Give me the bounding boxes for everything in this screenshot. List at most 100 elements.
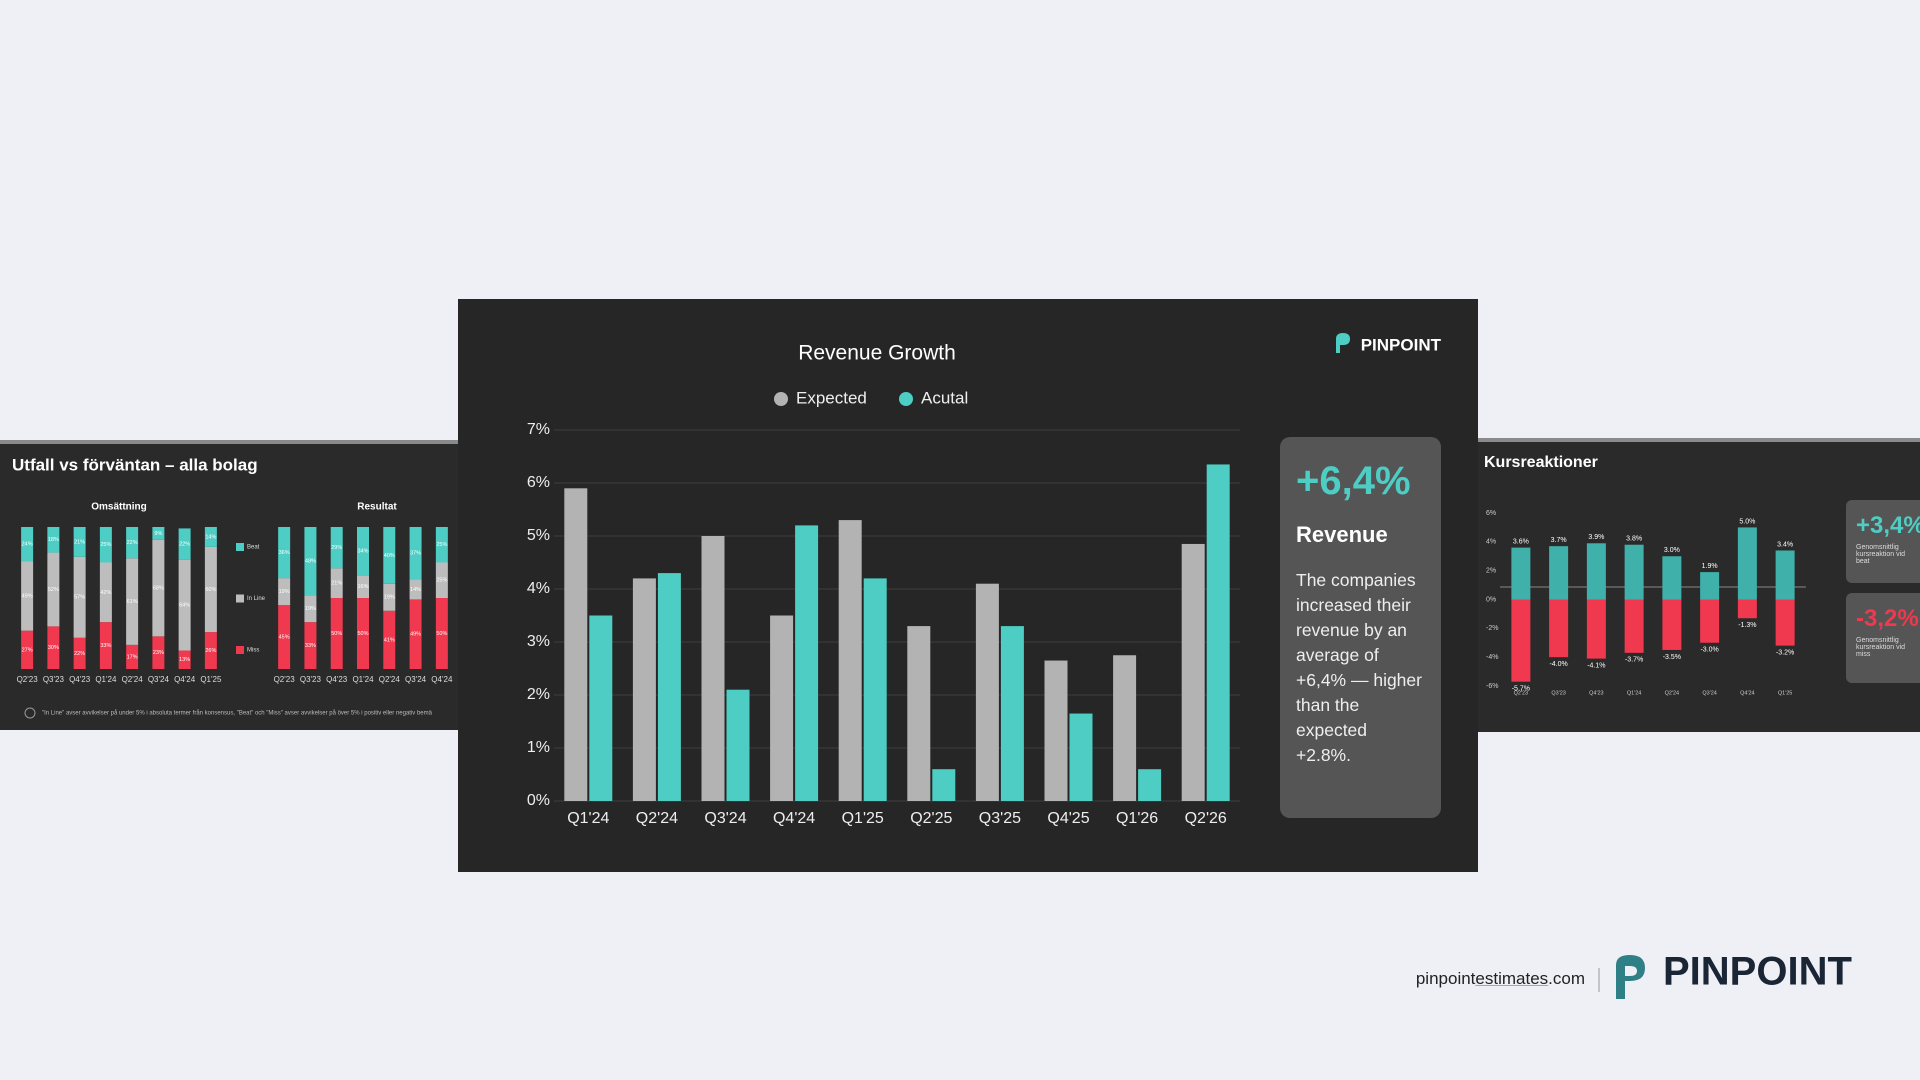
- data-label: 49%: [22, 593, 33, 599]
- legend-swatch: [236, 646, 244, 654]
- card: +3,4% Genomsnittlig kursreaktion vid bea…: [1846, 500, 1920, 583]
- data-label: 23%: [153, 650, 164, 656]
- bar: [975, 583, 999, 801]
- data-label: 3.9%: [1588, 534, 1604, 541]
- data-label: 52%: [48, 587, 59, 593]
- bar: [1181, 543, 1205, 801]
- data-label: 48%: [305, 559, 316, 565]
- bar-segment: [278, 605, 291, 669]
- slide-bg: [0, 442, 470, 730]
- bar: [1113, 655, 1137, 801]
- bar-segment: [435, 527, 448, 563]
- slide-title: Utfall vs förväntan – alla bolag: [12, 455, 258, 474]
- footer-brand: PINPOINT: [1663, 950, 1852, 994]
- bar-segment: [21, 527, 34, 562]
- data-label: 3.4%: [1777, 541, 1793, 548]
- legend-swatch: [236, 543, 244, 551]
- footer-site: pinpointestimates.com: [1416, 969, 1585, 989]
- bar-segment: [1662, 599, 1682, 650]
- x-tick-label: Q2'24: [1665, 690, 1680, 696]
- data-label: 61%: [127, 599, 138, 605]
- data-label: 60%: [205, 587, 216, 593]
- x-tick-label: Q1'25: [1778, 690, 1793, 696]
- x-tick-label: Q3'24: [148, 675, 170, 684]
- data-label: 22%: [74, 651, 85, 657]
- bar-segment: [1737, 527, 1757, 600]
- bar-segment: [409, 579, 422, 600]
- bar-segment: [1511, 599, 1531, 682]
- data-label: 13%: [179, 657, 190, 663]
- chart-subtitle: Omsättning: [91, 502, 147, 513]
- data-label: 3.6%: [1513, 538, 1529, 545]
- bar-segment: [383, 527, 396, 584]
- data-label: 21%: [331, 581, 342, 587]
- data-label: 40%: [384, 553, 395, 559]
- data-label: 3.7%: [1551, 537, 1567, 544]
- bar: [701, 536, 725, 801]
- data-label: 3.8%: [1626, 536, 1642, 543]
- footnote: "In Line" avser avvikelser på under 5% i…: [42, 710, 433, 717]
- bar-segment: [1549, 546, 1569, 600]
- bar-segment: [99, 527, 112, 563]
- data-label: 68%: [153, 586, 164, 592]
- x-tick-label: Q2'23: [1514, 690, 1529, 696]
- card-value: -3,2%: [1856, 605, 1919, 632]
- legend-swatch: [899, 392, 913, 406]
- logo-icon: [1336, 333, 1350, 353]
- bar-segment: [152, 527, 165, 540]
- bar: [1069, 713, 1093, 801]
- card-value: +3,4%: [1856, 512, 1920, 539]
- data-label: 33%: [305, 643, 316, 649]
- data-label: 57%: [74, 595, 85, 601]
- data-label: 50%: [331, 631, 342, 637]
- bar: [795, 525, 819, 801]
- legend-label: In Line: [247, 596, 266, 602]
- x-tick-label: Q4'23: [326, 675, 348, 684]
- y-tick-label: -2%: [1486, 625, 1498, 632]
- x-tick-label: Q4'24: [431, 675, 453, 684]
- data-label: -3.7%: [1625, 657, 1643, 664]
- y-tick-label: 7%: [527, 421, 550, 438]
- data-label: 42%: [100, 590, 111, 596]
- bar: [1138, 769, 1162, 801]
- callout-value: +6,4%: [1296, 459, 1411, 503]
- data-label: 25%: [100, 542, 111, 548]
- bar: [1206, 464, 1230, 801]
- bar: [838, 520, 862, 801]
- data-label: 19%: [384, 595, 395, 601]
- bar-segment: [330, 527, 343, 569]
- bar-segment: [47, 552, 60, 627]
- bar-segment: [178, 528, 191, 560]
- x-tick-label: Q4'24: [174, 675, 196, 684]
- bar: [907, 626, 931, 801]
- bar-segment: [409, 599, 422, 669]
- x-tick-label: Q3'23: [300, 675, 322, 684]
- bar-segment: [330, 568, 343, 598]
- bar-segment: [47, 626, 60, 669]
- data-label: 30%: [48, 645, 59, 651]
- data-label: 25%: [436, 542, 447, 548]
- y-tick-label: 1%: [527, 739, 550, 756]
- bar-segment: [21, 630, 34, 669]
- y-tick-label: 2%: [1486, 568, 1496, 575]
- bar-segment: [204, 632, 217, 669]
- footer: PINPOINT: [1598, 950, 1852, 999]
- x-tick-label: Q1'24: [352, 675, 374, 684]
- data-label: 9%: [154, 531, 162, 537]
- y-tick-label: 2%: [527, 686, 550, 703]
- bar-segment: [1511, 547, 1531, 600]
- callout: +6,4% Revenue The companies increased th…: [1280, 437, 1441, 818]
- x-tick-label: Q2'24: [122, 675, 144, 684]
- x-tick-label: Q1'25: [200, 675, 222, 684]
- y-tick-label: 5%: [527, 527, 550, 544]
- x-tick-label: Q3'24: [405, 675, 427, 684]
- data-label: -3.5%: [1663, 654, 1681, 661]
- bar: [1044, 660, 1068, 801]
- bar-segment: [152, 636, 165, 669]
- data-label: 50%: [357, 631, 368, 637]
- bar-segment: [73, 527, 86, 557]
- x-tick-label: Q1'24: [567, 810, 609, 827]
- bar-segment: [278, 527, 291, 579]
- data-label: 25%: [436, 578, 447, 584]
